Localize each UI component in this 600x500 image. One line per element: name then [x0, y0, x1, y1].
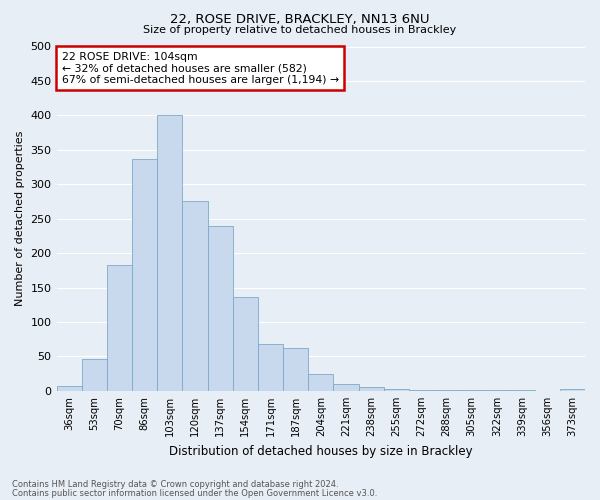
Bar: [157, 116, 182, 391]
Bar: [233, 297, 258, 391]
Text: Contains public sector information licensed under the Open Government Licence v3: Contains public sector information licen…: [12, 488, 377, 498]
Y-axis label: Number of detached properties: Number of detached properties: [15, 131, 25, 306]
Text: 22 ROSE DRIVE: 104sqm
← 32% of detached houses are smaller (582)
67% of semi-det: 22 ROSE DRIVE: 104sqm ← 32% of detached …: [62, 52, 339, 85]
Bar: [182, 202, 208, 391]
Bar: [208, 226, 233, 391]
Bar: [107, 265, 132, 391]
Bar: [283, 348, 308, 391]
Bar: [383, 389, 409, 391]
Text: 22, ROSE DRIVE, BRACKLEY, NN13 6NU: 22, ROSE DRIVE, BRACKLEY, NN13 6NU: [170, 12, 430, 26]
Bar: [56, 386, 82, 391]
Bar: [434, 390, 459, 391]
Bar: [484, 390, 509, 391]
Bar: [308, 374, 334, 391]
Bar: [132, 159, 157, 391]
Text: Contains HM Land Registry data © Crown copyright and database right 2024.: Contains HM Land Registry data © Crown c…: [12, 480, 338, 489]
Bar: [560, 389, 585, 391]
Bar: [459, 390, 484, 391]
Bar: [359, 387, 383, 391]
X-axis label: Distribution of detached houses by size in Brackley: Distribution of detached houses by size …: [169, 444, 473, 458]
Bar: [82, 359, 107, 391]
Bar: [334, 384, 359, 391]
Text: Size of property relative to detached houses in Brackley: Size of property relative to detached ho…: [143, 25, 457, 35]
Bar: [409, 390, 434, 391]
Bar: [509, 390, 535, 391]
Bar: [258, 344, 283, 391]
